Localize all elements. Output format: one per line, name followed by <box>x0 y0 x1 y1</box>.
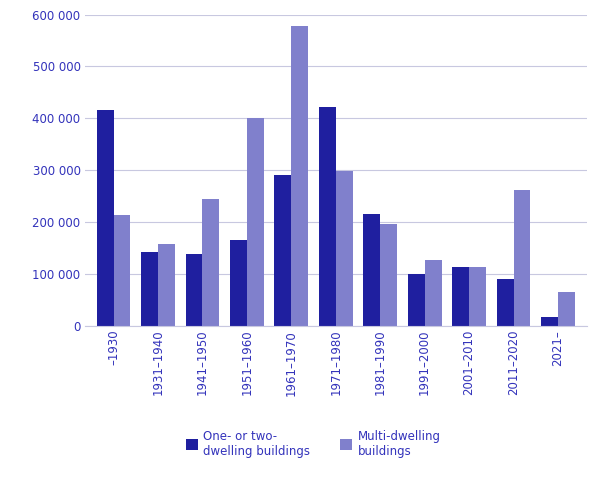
Bar <box>319 107 336 326</box>
Bar <box>158 243 175 326</box>
Bar <box>336 171 353 326</box>
Bar <box>469 267 486 326</box>
Bar <box>408 274 425 326</box>
Bar <box>452 267 469 326</box>
Bar <box>541 317 558 326</box>
Bar <box>425 260 442 326</box>
Bar <box>114 215 131 326</box>
Bar <box>380 224 397 326</box>
Bar <box>497 279 514 326</box>
Bar <box>292 26 308 326</box>
Bar <box>97 110 114 326</box>
Bar <box>247 118 264 326</box>
Bar <box>141 252 158 326</box>
Bar <box>203 199 220 326</box>
Bar <box>514 190 531 326</box>
Bar <box>230 240 247 326</box>
Bar <box>364 214 380 326</box>
Bar <box>558 292 575 326</box>
Bar <box>186 254 203 326</box>
Bar <box>275 175 292 326</box>
Legend: One- or two-
dwelling buildings, Multi-dwelling
buildings: One- or two- dwelling buildings, Multi-d… <box>181 425 445 462</box>
